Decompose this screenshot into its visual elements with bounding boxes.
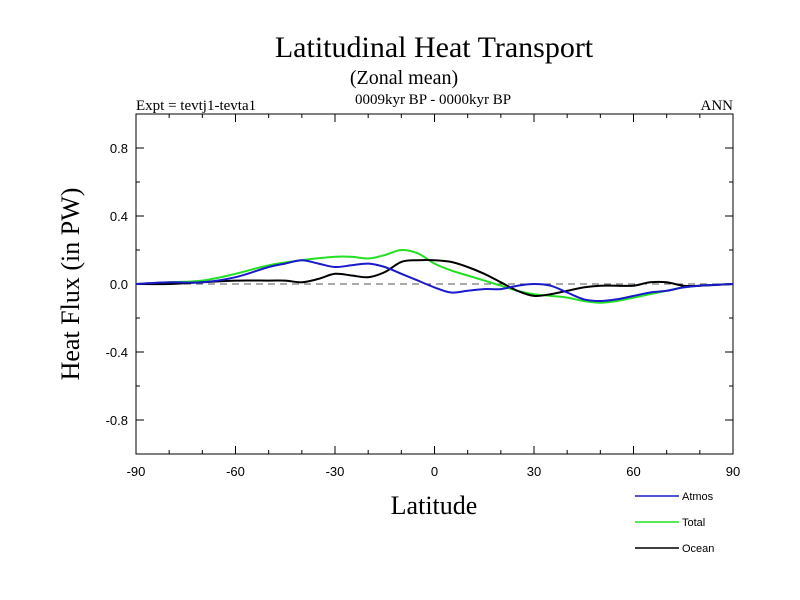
y-tick-label: 0.8 bbox=[110, 141, 128, 156]
x-tick-label: 60 bbox=[626, 464, 640, 479]
y-axis-label: Heat Flux (in PW) bbox=[56, 188, 85, 381]
legend-label-total: Total bbox=[682, 517, 705, 529]
series-line-atmos bbox=[135, 259, 734, 302]
legend-label-ocean: Ocean bbox=[682, 543, 714, 555]
x-tick-label: -60 bbox=[226, 464, 245, 479]
chart-subtitle: (Zonal mean) bbox=[350, 67, 458, 89]
chart-title: Latitudinal Heat Transport bbox=[275, 31, 594, 64]
period-label: 0009kyr BP - 0000kyr BP bbox=[355, 92, 511, 108]
x-tick-label: -90 bbox=[127, 464, 146, 479]
experiment-label: Expt = tevtj1-tevta1 bbox=[136, 98, 256, 114]
x-tick-label: 90 bbox=[726, 464, 740, 479]
x-tick-label: -30 bbox=[326, 464, 345, 479]
y-tick-label: -0.4 bbox=[106, 345, 128, 360]
x-tick-label: 0 bbox=[431, 464, 438, 479]
x-tick-label: 30 bbox=[527, 464, 541, 479]
x-axis-label: Latitude bbox=[391, 491, 478, 520]
legend-label-atmos: Atmos bbox=[682, 491, 714, 503]
y-tick-label: 0.0 bbox=[110, 277, 128, 292]
legend: Atmos Total Ocean bbox=[635, 491, 714, 555]
season-label: ANN bbox=[701, 98, 734, 114]
series-line-ocean bbox=[135, 258, 734, 298]
series-line-total bbox=[135, 248, 734, 304]
y-tick-label: 0.4 bbox=[110, 209, 128, 224]
y-tick-label: -0.8 bbox=[106, 413, 128, 428]
